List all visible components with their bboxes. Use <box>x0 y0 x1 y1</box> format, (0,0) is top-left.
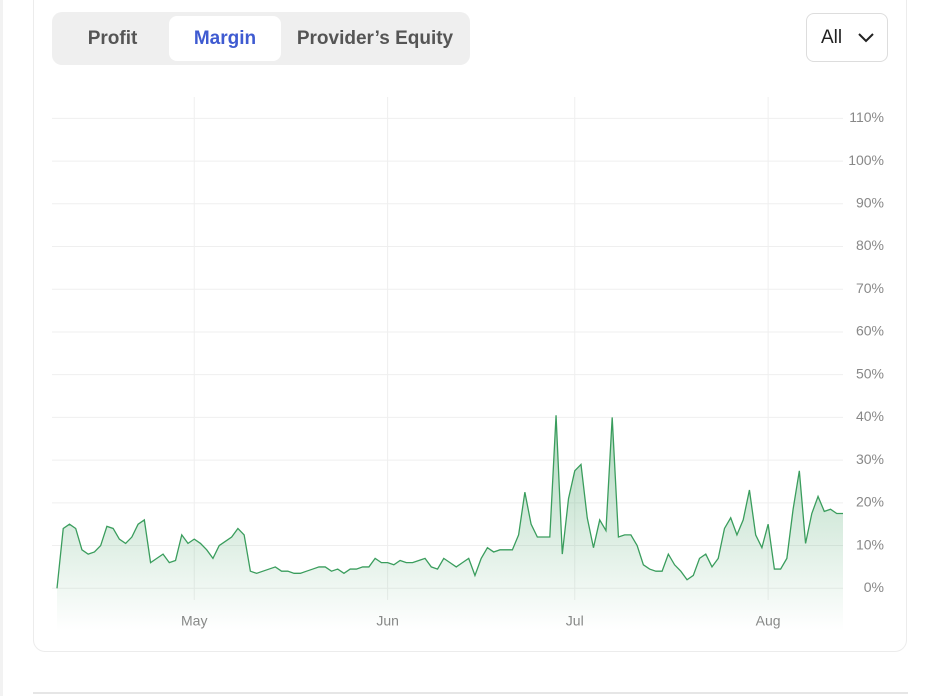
y-tick-label: 110% <box>849 109 884 125</box>
tab-bar: Profit Margin Provider’s Equity <box>52 12 470 65</box>
dropdown-label: All <box>821 27 843 48</box>
y-tick-label: 100% <box>848 152 884 168</box>
area-line <box>56 415 843 589</box>
range-dropdown[interactable]: All <box>806 13 888 62</box>
tab[interactable]: Provider’s Equity <box>296 28 454 49</box>
y-tick-label: 10% <box>856 536 884 552</box>
y-tick-label: 70% <box>856 280 884 296</box>
tab[interactable]: Profit <box>87 28 138 49</box>
y-tick-label: 80% <box>856 237 884 253</box>
chevron <box>858 33 874 43</box>
y-tick-label: 50% <box>856 365 884 381</box>
edge <box>0 0 3 696</box>
area-fill <box>57 415 843 631</box>
tab[interactable]: Margin <box>169 16 281 61</box>
y-tick-label: 0% <box>864 579 884 595</box>
divider <box>33 692 908 694</box>
y-tick-label: 20% <box>856 494 884 510</box>
y-tick-label: 90% <box>856 195 884 211</box>
y-tick-label: 30% <box>856 451 884 467</box>
card <box>33 0 907 652</box>
y-tick-label: 60% <box>856 323 884 339</box>
y-tick-label: 40% <box>856 408 884 424</box>
